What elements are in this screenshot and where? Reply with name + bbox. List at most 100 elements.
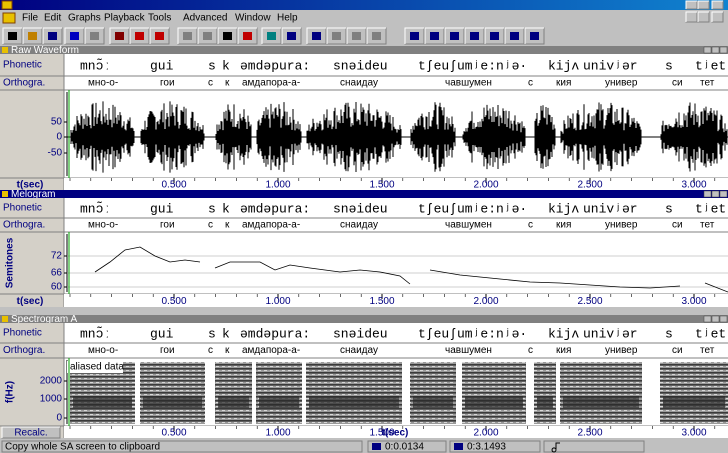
phonetic-segment: s — [208, 58, 216, 73]
time-axis-label: t(sec) — [382, 428, 409, 439]
y-axis-label: Semitones — [5, 237, 16, 288]
bevel — [366, 27, 386, 44]
time-tick-label: 2.500 — [577, 180, 602, 191]
orthographic-segment: гои — [160, 345, 175, 356]
status-panel — [449, 440, 541, 453]
spectrogram-block — [660, 362, 728, 424]
pitch-contour — [214, 261, 411, 285]
mdi-control[interactable] — [697, 11, 710, 23]
window-control[interactable] — [697, 0, 710, 10]
pane-control[interactable] — [711, 46, 720, 54]
phonetic-segment: tʃeuʃumʲe:nʲə· — [418, 326, 527, 341]
pitch-contour — [704, 282, 728, 293]
spectrogram-block — [215, 362, 252, 424]
orthographic-segment: кия — [556, 345, 571, 356]
bevel — [129, 27, 149, 44]
recalc-label[interactable]: Recalc. — [14, 428, 47, 439]
status-bar — [0, 440, 728, 453]
time-tick-label: 3.000 — [681, 428, 706, 439]
pane-control[interactable] — [703, 315, 712, 323]
bevel — [697, 11, 709, 22]
time-axis — [64, 294, 728, 307]
pane-control[interactable] — [719, 46, 728, 54]
menu-item[interactable]: Help — [277, 13, 298, 24]
phonetic-segment: univʲər — [583, 58, 638, 73]
menu-item[interactable]: Advanced — [183, 13, 227, 24]
time-axis — [64, 426, 728, 438]
pane-control[interactable] — [703, 190, 712, 198]
cursor-start: 0:0.0134 — [385, 442, 424, 453]
pane-control[interactable] — [719, 315, 728, 323]
orthographic-segment: к — [225, 78, 230, 89]
formant-band — [309, 396, 399, 408]
menu-item[interactable]: File — [22, 13, 39, 24]
time-tick-label: 1.500 — [369, 180, 394, 191]
phonetic-segment: tʲet — [695, 326, 726, 341]
time-tick-label: 1.500 — [369, 428, 394, 439]
phonetic-segment: gui — [150, 58, 174, 73]
phonetic-segment: k — [222, 201, 230, 216]
music-icon — [551, 442, 560, 453]
cursor-end: 0:3.1493 — [467, 442, 506, 453]
pane-control[interactable] — [703, 46, 712, 54]
window-control[interactable] — [711, 0, 724, 10]
button-glyph — [287, 32, 296, 40]
button-glyph — [203, 32, 212, 40]
menu-item[interactable]: Tools — [148, 13, 171, 24]
menu-item[interactable]: Playback — [104, 13, 146, 24]
orthographic-segment: тет — [700, 78, 715, 89]
button-glyph — [48, 32, 57, 40]
button-glyph — [8, 32, 17, 40]
spectrogram-block — [560, 362, 642, 424]
button-glyph — [183, 32, 192, 40]
pane-title: Spectrogram A — [11, 314, 77, 325]
phonetic-segment: snəideu — [333, 201, 388, 216]
orthographic-segment: амдапора-а- — [242, 220, 300, 231]
label-column — [0, 198, 64, 307]
menu-item[interactable]: Edit — [44, 13, 61, 24]
orthographic-segment: гои — [160, 220, 175, 231]
time-tick-label: 3.000 — [681, 296, 706, 307]
orthographic-segment: с — [208, 78, 213, 89]
bevel — [424, 27, 444, 44]
phonetic-segment: snəideu — [333, 326, 388, 341]
mdi-control[interactable] — [685, 11, 698, 23]
phonetic-segment: univʲər — [583, 326, 638, 341]
y-tick-label: -50 — [48, 148, 63, 159]
bevel — [346, 27, 366, 44]
menu-item[interactable]: Graphs — [68, 13, 101, 24]
bevel — [685, 11, 697, 22]
time-tick-label: 2.000 — [473, 428, 498, 439]
menu-item[interactable]: Window — [235, 13, 271, 24]
orthographic-segment: с — [528, 345, 533, 356]
spectrogram-block — [140, 362, 205, 424]
time-tick-label: 2.500 — [577, 428, 602, 439]
orthographic-segment: кия — [556, 78, 571, 89]
y-tick-label: 50 — [51, 117, 63, 128]
pane-control[interactable] — [711, 315, 720, 323]
time-tick-label: 0.500 — [161, 180, 186, 191]
window-control[interactable] — [685, 0, 698, 10]
orthographic-segment: чавшумен — [445, 345, 492, 356]
formant-band — [465, 396, 523, 408]
orthographic-segment: амдапора-а- — [242, 78, 300, 89]
orthographic-segment: гои — [160, 78, 175, 89]
button-glyph — [243, 32, 252, 40]
button-glyph — [28, 32, 37, 40]
title-bar — [0, 0, 728, 10]
y-tick-label: 0 — [56, 413, 62, 424]
time-axis-label: t(sec) — [17, 180, 44, 191]
pane-control[interactable] — [711, 190, 720, 198]
bevel — [217, 27, 237, 44]
orthographic-segment: снаидау — [340, 78, 378, 89]
pane-control[interactable] — [719, 190, 728, 198]
phonetic-segment: mnɔ̃ː — [80, 200, 111, 216]
phonetic-segment: kijʌ — [548, 326, 579, 341]
row-label: Phonetic — [3, 60, 42, 71]
spectrogram-block — [462, 362, 526, 424]
button-glyph — [450, 32, 459, 40]
pane-title: Raw Waveform — [11, 45, 79, 56]
mdi-control[interactable] — [711, 11, 724, 23]
button-glyph — [155, 32, 164, 40]
y-tick-label: 60 — [51, 282, 63, 293]
